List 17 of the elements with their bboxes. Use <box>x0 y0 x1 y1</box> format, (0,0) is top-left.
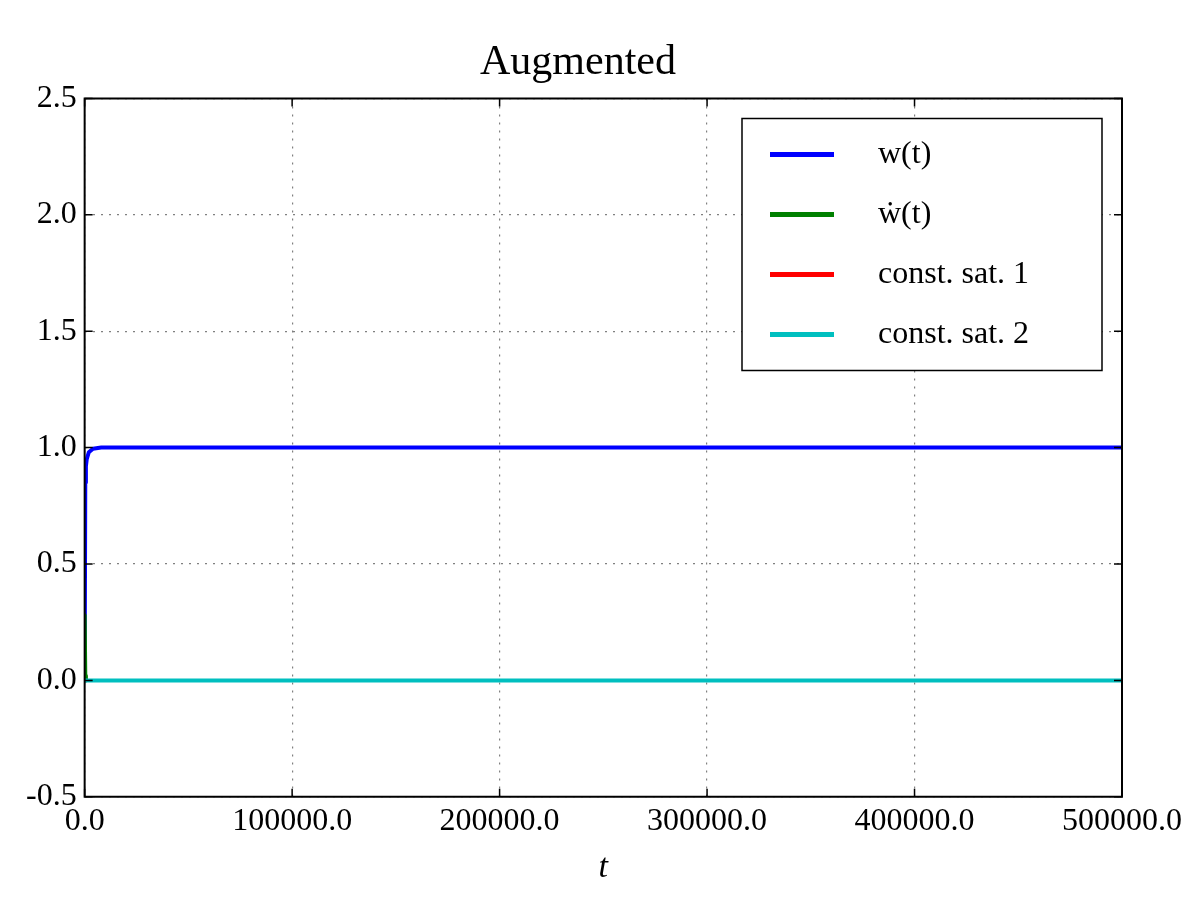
legend-label: ẇ(t) <box>878 193 932 230</box>
x-tick-label: 200000.0 <box>439 801 560 838</box>
y-tick-label: 1.5 <box>36 310 77 347</box>
y-tick-label: 2.0 <box>36 194 77 231</box>
legend-label: const. sat. 1 <box>878 253 1030 290</box>
chart-title: Augmented <box>480 37 676 84</box>
x-tick-label: 100000.0 <box>232 801 353 838</box>
x-tick-label: 300000.0 <box>647 801 768 838</box>
legend-label: const. sat. 2 <box>878 313 1030 350</box>
x-tick-label: 500000.0 <box>1062 801 1182 838</box>
y-tick-label: 1.0 <box>36 427 77 464</box>
legend-label: w(t) <box>878 133 932 170</box>
y-tick-label: 0.0 <box>36 659 77 696</box>
y-tick-label: 2.5 <box>36 77 77 114</box>
y-tick-label: 0.5 <box>36 543 77 580</box>
x-tick-label: 400000.0 <box>854 801 975 838</box>
x-axis-title: t <box>598 846 610 884</box>
